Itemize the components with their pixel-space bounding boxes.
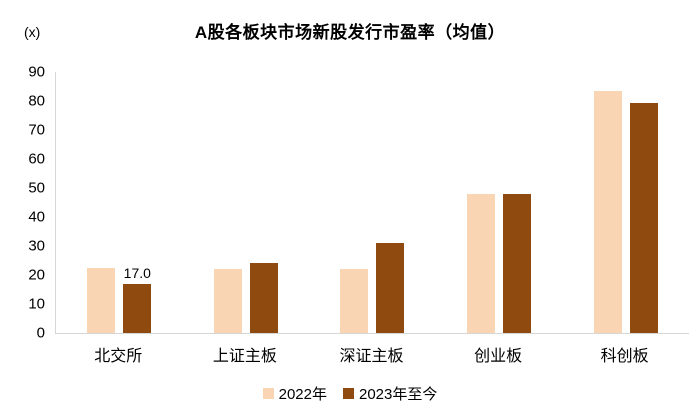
y-axis-tick-label: 90 [28, 63, 45, 81]
bar-group [309, 72, 436, 333]
bar-2023年至今 [629, 102, 658, 333]
bar-2023年至今 [249, 263, 278, 333]
x-axis-category-label: 北交所 [94, 348, 143, 365]
bar-2022年 [213, 269, 242, 333]
bar-group [436, 72, 563, 333]
y-axis-tick-label: 70 [28, 121, 45, 139]
bar-group: 17.0 [56, 72, 183, 333]
plot-area: 17.0 [55, 72, 689, 334]
x-axis-category-label: 深证主板 [339, 348, 404, 365]
y-axis-tick-label: 50 [28, 179, 45, 197]
bar-2023年至今 [503, 193, 532, 333]
x-axis-category-label: 创业板 [474, 348, 523, 365]
bar-2023年至今: 17.0 [123, 265, 152, 333]
y-axis-unit-label: (x) [24, 24, 41, 40]
bar-group [183, 72, 310, 333]
x-axis-category-label: 上证主板 [212, 348, 277, 365]
y-axis-tick-label: 30 [28, 237, 45, 255]
legend-swatch-icon [262, 388, 274, 399]
bar-2022年 [467, 193, 496, 333]
bar-groups: 17.0 [56, 72, 689, 333]
x-axis-category-label: 科创板 [600, 348, 649, 365]
bar-2022年 [593, 90, 622, 333]
y-axis-tick-label: 60 [28, 150, 45, 168]
legend-entry: 2022年 [262, 383, 327, 404]
legend-label: 2023年至今 [359, 386, 438, 403]
legend-entry: 2023年至今 [343, 383, 437, 404]
chart-title: A股各板块市场新股发行市盈率（均值） [194, 23, 506, 42]
y-axis-tick-labels: 0 10 20 30 40 50 60 70 80 90 [0, 65, 45, 341]
bar-2022年 [340, 269, 369, 333]
data-point-label: 17.0 [123, 264, 151, 281]
y-axis-tick-label: 20 [28, 266, 45, 284]
bar-2022年 [87, 267, 116, 333]
legend-label: 2022年 [278, 386, 327, 403]
bar-2023年至今 [376, 243, 405, 333]
legend: 2022年 2023年至今 [0, 383, 700, 404]
x-axis-category-labels: 北交所 上证主板 深证主板 创业板 科创板 [55, 342, 688, 366]
y-axis-tick-label: 0 [36, 324, 45, 342]
y-axis-tick-label: 10 [28, 295, 45, 313]
y-axis-tick-label: 40 [28, 208, 45, 226]
legend-swatch-icon [343, 388, 354, 399]
bar-group [562, 72, 689, 333]
y-axis-tick-label: 80 [28, 92, 45, 110]
